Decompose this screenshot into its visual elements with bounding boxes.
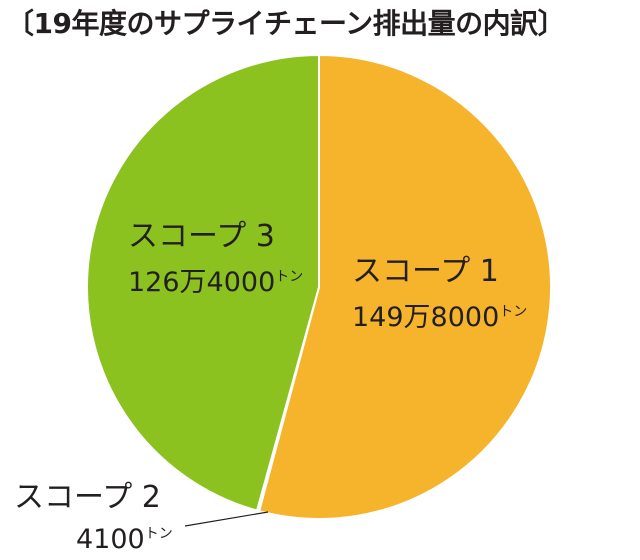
- chart-title: 〔19年度のサプライチェーン排出量の内訳〕: [6, 7, 566, 40]
- scope2-value-number: 4100: [76, 524, 145, 555]
- slice-label-scope3-value: 126万4000トン: [128, 267, 303, 298]
- scope2-leader-line: [184, 511, 269, 527]
- pie-slices: [85, 53, 552, 520]
- scope2-value-unit: トン: [145, 526, 173, 542]
- scope3-value-number: 126万4000: [128, 267, 275, 298]
- pie-slice-scope3: [85, 53, 320, 512]
- pie-slice-scope1: [257, 53, 552, 520]
- slice-label-scope2-name: スコープ 2: [14, 480, 161, 515]
- slice-label-scope1-value: 149万8000トン: [352, 302, 527, 333]
- scope3-value-unit: トン: [275, 269, 303, 285]
- scope1-value-number: 149万8000: [352, 302, 499, 333]
- scope1-value-unit: トン: [499, 304, 527, 320]
- slice-label-scope2-value: 4100トン: [76, 524, 173, 555]
- slice-label-scope3-name: スコープ 3: [128, 219, 275, 254]
- slice-label-scope1-name: スコープ 1: [352, 254, 499, 289]
